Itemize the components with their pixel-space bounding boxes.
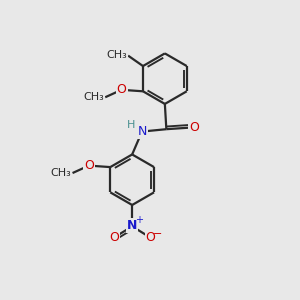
Text: +: + <box>135 215 143 225</box>
Text: O: O <box>117 83 127 96</box>
Text: CH₃: CH₃ <box>83 92 104 102</box>
Text: O: O <box>84 158 94 172</box>
Text: H: H <box>127 120 135 130</box>
Text: N: N <box>137 125 147 138</box>
Text: O: O <box>109 231 119 244</box>
Text: N: N <box>127 219 137 232</box>
Text: O: O <box>146 231 155 244</box>
Text: CH₃: CH₃ <box>106 50 127 60</box>
Text: CH₃: CH₃ <box>50 168 71 178</box>
Text: O: O <box>189 121 199 134</box>
Text: −: − <box>153 229 163 239</box>
